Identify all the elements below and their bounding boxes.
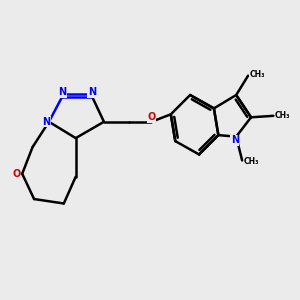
Text: CH₃: CH₃ [250, 70, 265, 79]
Text: N: N [231, 135, 239, 145]
Text: CH₃: CH₃ [275, 111, 291, 120]
Text: N: N [58, 87, 66, 97]
Text: O: O [13, 169, 21, 179]
Text: N: N [42, 117, 50, 127]
Text: N: N [88, 87, 96, 97]
Text: O: O [147, 112, 156, 122]
Text: CH₃: CH₃ [244, 158, 260, 166]
